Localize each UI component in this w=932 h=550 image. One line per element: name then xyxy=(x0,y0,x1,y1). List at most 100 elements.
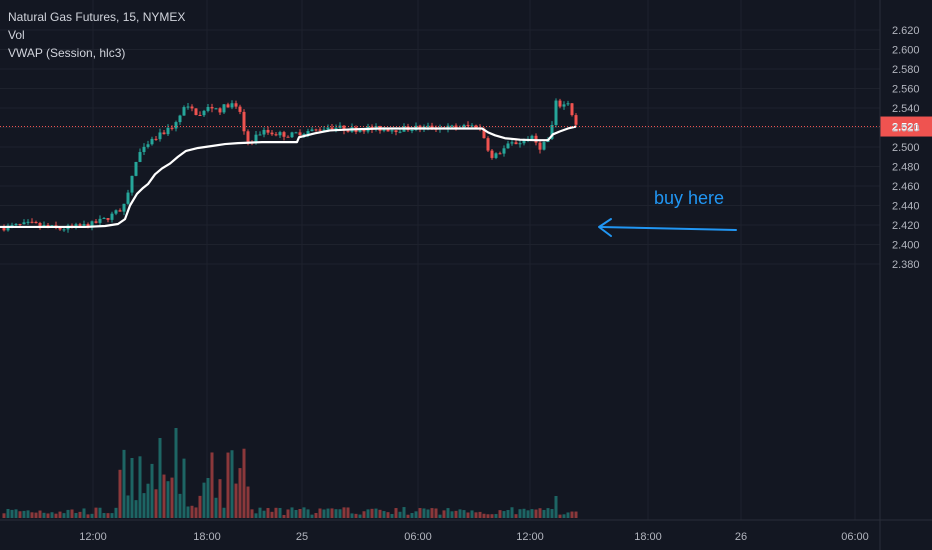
volume-bar xyxy=(190,505,194,518)
candle-body xyxy=(554,100,558,125)
candle-body xyxy=(502,148,506,154)
volume-bar xyxy=(494,514,498,518)
volume-bar xyxy=(558,514,562,518)
candle-body xyxy=(498,153,502,155)
candle-body xyxy=(78,224,82,226)
candle-body xyxy=(214,108,218,110)
candle-body xyxy=(98,218,102,223)
time-tick-label: 12:00 xyxy=(79,531,107,543)
volume-bar xyxy=(174,428,178,518)
candle-body xyxy=(418,125,422,129)
candle-body xyxy=(490,150,494,158)
volume-bar xyxy=(238,468,242,518)
volume-bar xyxy=(186,506,190,518)
volume-bar xyxy=(226,452,230,518)
last-price-line: 2.521 xyxy=(0,116,932,137)
candle-body xyxy=(278,132,282,136)
candle-body xyxy=(550,124,554,139)
volume-indicator-label[interactable]: Vol xyxy=(8,28,25,42)
time-tick-label: 12:00 xyxy=(516,531,544,543)
candle-body xyxy=(2,227,6,231)
candle-body xyxy=(574,115,578,125)
symbol-title[interactable]: Natural Gas Futures, 15, NYMEX xyxy=(8,10,186,24)
volume-bar xyxy=(6,508,10,518)
candle-body xyxy=(62,229,66,231)
candle-body xyxy=(38,223,42,227)
price-axis[interactable]: 2.620 2.600 2.580 2.560 2.540 2.520 2.500 2.480… xyxy=(879,0,920,550)
volume-bar xyxy=(554,496,558,518)
volume-bar xyxy=(490,514,494,518)
candle-body xyxy=(426,125,430,127)
price-tick-label: 2.620 xyxy=(892,25,920,37)
candle-body xyxy=(122,203,126,212)
price-tick-label: 2.560 xyxy=(892,84,920,96)
candle-body xyxy=(290,132,294,138)
volume-bar xyxy=(482,513,486,518)
volume-bar xyxy=(14,509,18,518)
volume-bar xyxy=(450,511,454,518)
candle-body xyxy=(174,122,178,129)
volume-bar xyxy=(242,448,246,518)
candle-body xyxy=(226,104,230,108)
time-tick-label: 26 xyxy=(735,531,747,543)
candle-body xyxy=(202,110,206,116)
time-tick-label: 06:00 xyxy=(404,531,432,543)
volume-bar xyxy=(294,509,298,518)
candle-body xyxy=(206,106,210,111)
candle-body xyxy=(18,223,22,225)
candle-body xyxy=(362,129,366,132)
volume-bar xyxy=(526,510,530,518)
volume-bar xyxy=(210,452,214,518)
volume-bar xyxy=(354,513,358,518)
volume-bar xyxy=(102,513,106,518)
volume-bar xyxy=(178,493,182,518)
candle-body xyxy=(410,130,414,132)
candle-body xyxy=(254,134,258,142)
candle-body xyxy=(306,131,310,135)
volume-bar xyxy=(194,507,198,518)
candle-body xyxy=(262,129,266,135)
candle-body xyxy=(322,129,326,131)
volume-bar xyxy=(106,513,110,518)
candle-body xyxy=(518,143,522,145)
candle-body xyxy=(26,221,30,223)
candle-body xyxy=(386,129,390,132)
candle-body xyxy=(14,223,18,225)
candle-body xyxy=(154,138,158,140)
volume-bar xyxy=(446,508,450,518)
volume-bar xyxy=(366,509,370,518)
candle-body xyxy=(106,218,110,220)
volume-bar xyxy=(350,513,354,518)
price-tick-label: 2.540 xyxy=(892,103,920,115)
volume-bar xyxy=(414,511,418,518)
time-axis[interactable]: 12:00 18:00 25 06:00 12:00 18:00 26 06:00 xyxy=(0,519,932,543)
volume-bar xyxy=(418,508,422,518)
volume-bar xyxy=(170,477,174,518)
vwap-indicator-label[interactable]: VWAP (Session, hlc3) xyxy=(8,46,126,60)
volume-bar xyxy=(246,486,250,518)
volume-bar xyxy=(430,508,434,518)
volume-bar xyxy=(166,481,170,518)
volume-bar xyxy=(386,512,390,518)
candle-body xyxy=(286,136,290,138)
volume-bar xyxy=(10,509,14,518)
volume-bar xyxy=(262,510,266,518)
volume-bar xyxy=(98,507,102,518)
volume-bar xyxy=(442,510,446,518)
candle-body xyxy=(570,103,574,116)
volume-bar xyxy=(158,438,162,518)
volume-bar xyxy=(66,509,70,518)
volume-bar xyxy=(538,508,542,518)
volume-bar xyxy=(566,512,570,518)
volume-bar xyxy=(130,458,134,518)
volume-bar xyxy=(562,514,566,518)
volume-bar xyxy=(478,511,482,518)
volume-bar xyxy=(122,449,126,518)
candle-body xyxy=(130,175,134,193)
volume-bar xyxy=(362,511,366,518)
volume-bar xyxy=(82,508,86,518)
candle-body xyxy=(342,125,346,131)
candle-body xyxy=(530,135,534,140)
